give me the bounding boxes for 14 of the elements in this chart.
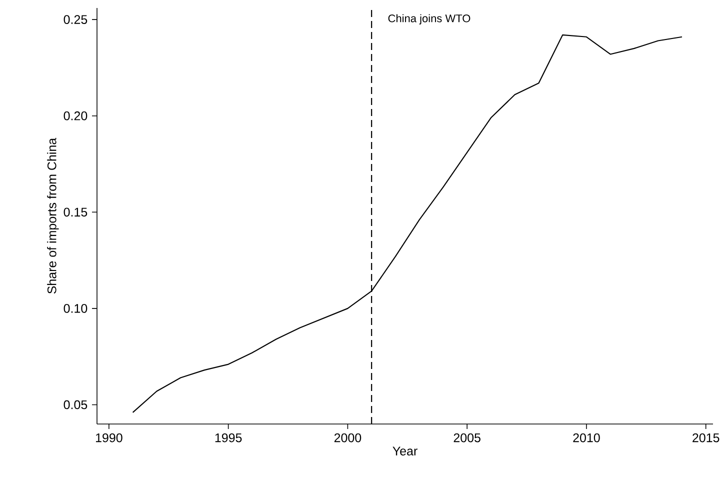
x-tick-label: 2000 xyxy=(334,433,362,442)
ref-line-label: China joins WTO xyxy=(388,14,470,24)
y-tick-label: 0.20 xyxy=(64,111,88,120)
y-tick-label: 0.05 xyxy=(64,400,88,410)
x-axis-title: Year xyxy=(392,446,418,456)
x-tick-label: 2005 xyxy=(454,433,480,442)
x-tick-label: 2010 xyxy=(573,433,600,442)
y-tick-label: 0.10 xyxy=(64,304,88,313)
y-axis-title: Share of imports from China xyxy=(47,138,59,294)
y-tick-label: 0.25 xyxy=(64,15,88,24)
y-tick-label: 0.15 xyxy=(64,208,88,217)
x-tick-label: 1990 xyxy=(96,433,122,442)
x-tick-label: 1995 xyxy=(215,433,242,442)
x-tick-label: 2015 xyxy=(692,433,720,442)
